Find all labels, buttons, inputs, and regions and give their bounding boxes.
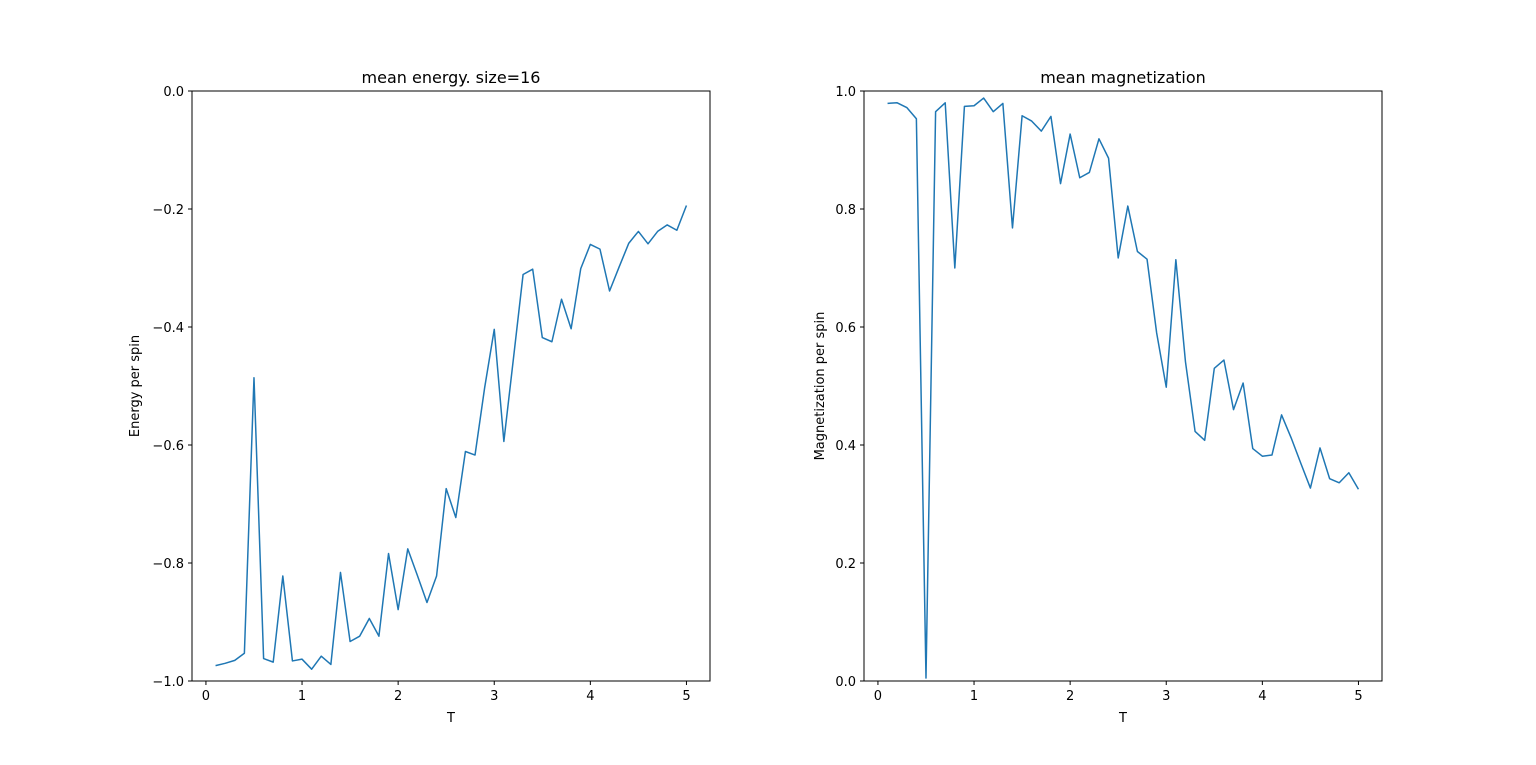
energy-panel: mean energy. size=16 0 1 2 3 4 5 −1.0 −0.8 −0.6 −… bbox=[128, 68, 711, 726]
magnetization-y-tick-label: 0.4 bbox=[835, 439, 856, 454]
magnetization-y-tick-label: 0.8 bbox=[835, 203, 856, 218]
energy-plot-frame bbox=[191, 90, 711, 682]
energy-y-tick-label: −0.6 bbox=[152, 439, 184, 454]
magnetization-plot-area: 0 1 2 3 4 5 0.0 0.2 0.4 0.6 0.8 1.0 bbox=[835, 85, 1383, 704]
energy-y-tick-label: −0.4 bbox=[152, 321, 184, 336]
magnetization-panel: mean magnetization 0 1 2 3 4 5 0.0 0.2 0.4 0.6 0.8… bbox=[813, 68, 1383, 726]
magnetization-x-tick-label: 4 bbox=[1258, 689, 1266, 704]
magnetization-x-tick-label: 0 bbox=[874, 689, 882, 704]
energy-y-tick-label: 0.0 bbox=[163, 85, 184, 100]
magnetization-x-tick-label: 1 bbox=[970, 689, 978, 704]
magnetization-y-tick-label: 0.2 bbox=[835, 557, 856, 572]
magnetization-y-tick-label: 0.0 bbox=[835, 675, 856, 690]
magnetization-x-tick-label: 5 bbox=[1354, 689, 1362, 704]
magnetization-y-axis-label: Magnetization per spin bbox=[813, 312, 828, 461]
magnetization-y-tick-label: 1.0 bbox=[835, 85, 856, 100]
energy-y-axis-label: Energy per spin bbox=[128, 335, 143, 437]
energy-x-tick-label: 0 bbox=[202, 689, 210, 704]
magnetization-chart-title: mean magnetization bbox=[1040, 68, 1206, 87]
energy-plot-area: 0 1 2 3 4 5 −1.0 −0.8 −0.6 −0.4 −0.2 0.0 bbox=[152, 85, 711, 704]
magnetization-y-tick-label: 0.6 bbox=[835, 321, 856, 336]
magnetization-series-line bbox=[887, 97, 1360, 679]
energy-x-tick-label: 4 bbox=[586, 689, 594, 704]
magnetization-plot-frame bbox=[863, 90, 1383, 682]
energy-x-tick-label: 5 bbox=[682, 689, 690, 704]
energy-y-tick-label: −1.0 bbox=[152, 675, 184, 690]
energy-x-tick-label: 1 bbox=[298, 689, 306, 704]
energy-x-axis-label: T bbox=[446, 711, 455, 726]
magnetization-x-axis-label: T bbox=[1118, 711, 1127, 726]
magnetization-x-tick-label: 2 bbox=[1066, 689, 1074, 704]
energy-y-tick-label: −0.8 bbox=[152, 557, 184, 572]
magnetization-x-tick-label: 3 bbox=[1162, 689, 1170, 704]
energy-x-tick-label: 3 bbox=[490, 689, 498, 704]
energy-x-tick-label: 2 bbox=[394, 689, 402, 704]
energy-series-line bbox=[215, 205, 688, 670]
energy-y-tick-label: −0.2 bbox=[152, 203, 184, 218]
energy-chart-title: mean energy. size=16 bbox=[362, 68, 541, 87]
